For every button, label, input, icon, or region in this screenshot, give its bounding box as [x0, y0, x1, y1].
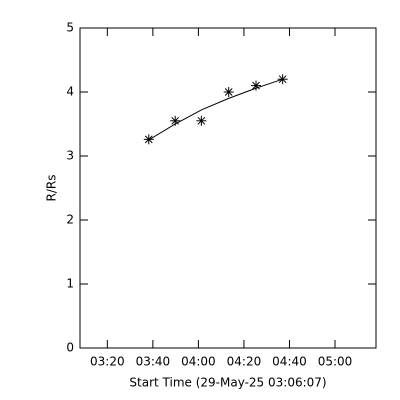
y-tick-label: 1	[66, 277, 74, 291]
x-tick-label: 04:40	[272, 355, 307, 369]
asterisk-marker	[196, 115, 207, 126]
y-tick-label: 5	[66, 21, 74, 35]
asterisk-marker	[251, 80, 262, 91]
x-tick-label: 03:20	[90, 355, 125, 369]
marker-stroke	[224, 88, 233, 96]
y-axis-title: R/Rs	[45, 175, 59, 202]
x-tick-label: 05:00	[318, 355, 353, 369]
marker-stroke	[144, 135, 153, 144]
x-axis-title: Start Time (29-May-25 03:06:07)	[129, 376, 326, 390]
marker-stroke	[252, 81, 260, 90]
plot-frame	[79, 27, 377, 349]
x-tick-label: 03:40	[136, 355, 171, 369]
x-tick-label: 04:20	[227, 355, 262, 369]
y-tick-label: 3	[66, 149, 74, 163]
y-tick-label: 2	[66, 213, 74, 227]
asterisk-marker	[143, 134, 154, 145]
series-line	[148, 78, 283, 141]
marker-stroke	[171, 116, 180, 125]
marker-stroke	[197, 116, 206, 125]
y-tick-label: 4	[66, 85, 74, 99]
x-tick-label: 04:00	[181, 355, 216, 369]
asterisk-marker	[223, 87, 234, 97]
y-tick-label: 0	[66, 341, 74, 355]
